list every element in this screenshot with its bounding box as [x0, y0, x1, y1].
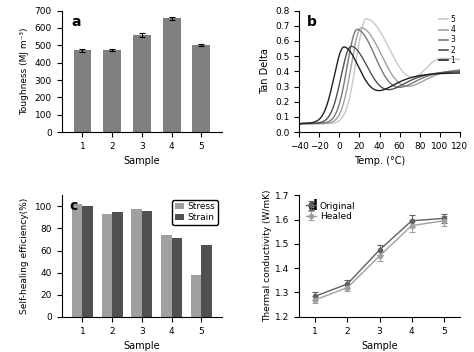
Bar — [112, 212, 123, 317]
Text: d: d — [307, 199, 317, 213]
Bar — [191, 275, 201, 317]
Bar — [201, 245, 212, 317]
Legend: 5, 4, 3, 2, 1: 5, 4, 3, 2, 1 — [438, 14, 456, 65]
Text: c: c — [70, 199, 78, 213]
Text: b: b — [307, 15, 317, 30]
Bar — [131, 208, 142, 317]
Bar — [163, 18, 181, 132]
Bar — [102, 214, 112, 317]
Y-axis label: Tan Delta: Tan Delta — [260, 48, 270, 94]
X-axis label: Sample: Sample — [124, 156, 160, 166]
Bar — [103, 50, 121, 132]
Bar — [161, 235, 172, 317]
Text: a: a — [71, 15, 81, 30]
Y-axis label: Thermal conductivity (W/mK): Thermal conductivity (W/mK) — [264, 190, 273, 322]
Bar — [172, 238, 182, 317]
Legend: Original, Healed: Original, Healed — [304, 200, 357, 223]
Y-axis label: Self-healing efficiency(%): Self-healing efficiency(%) — [20, 198, 29, 314]
Legend: Stress, Strain: Stress, Strain — [172, 200, 218, 225]
Bar — [142, 211, 152, 317]
X-axis label: Sample: Sample — [124, 341, 160, 351]
X-axis label: Sample: Sample — [361, 341, 398, 351]
Bar — [192, 45, 210, 132]
Bar — [73, 50, 91, 132]
Bar — [82, 206, 93, 317]
Bar — [133, 35, 151, 132]
Bar — [72, 204, 82, 317]
X-axis label: Temp. (°C): Temp. (°C) — [354, 156, 405, 166]
Y-axis label: Toughness (MJ m⁻³): Toughness (MJ m⁻³) — [20, 27, 29, 115]
